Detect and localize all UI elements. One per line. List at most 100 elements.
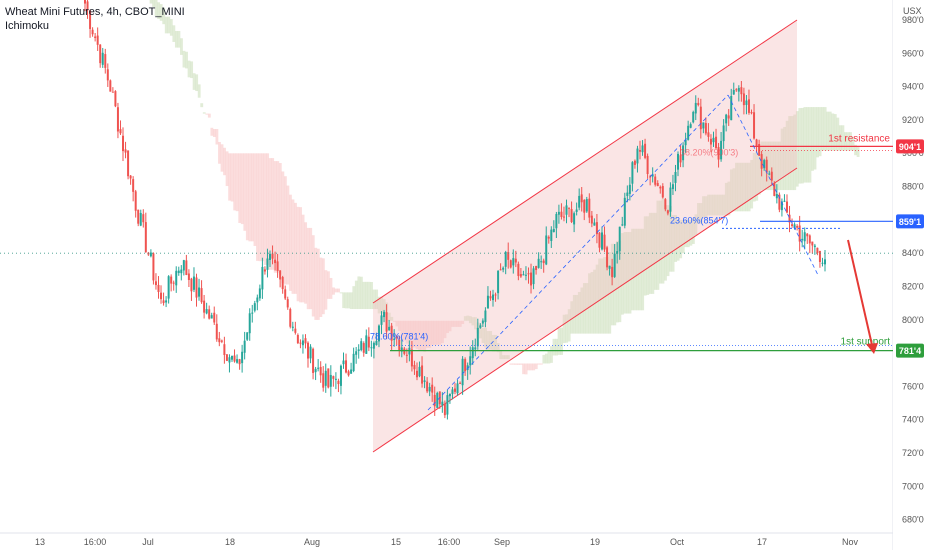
cloud-segment [423, 320, 427, 352]
cloud-segment [699, 203, 703, 224]
price-axis[interactable]: USX680'0700'0720'0740'0760'0780'0800'082… [893, 0, 932, 550]
resistance-label: 1st resistance [828, 133, 890, 144]
cloud-segment [742, 162, 746, 212]
candle-up [210, 315, 213, 319]
cloud-segment [370, 282, 373, 310]
candle-down [218, 338, 221, 343]
cloud-segment [342, 292, 346, 309]
cloud-segment [223, 147, 226, 176]
candle-up [236, 359, 239, 363]
candle-up [476, 327, 479, 347]
candle-up [167, 276, 170, 299]
cloud-segment [831, 113, 835, 151]
candle-up [352, 353, 355, 371]
candle-up [451, 389, 454, 394]
candle-up [722, 125, 725, 142]
cloud-segment [577, 291, 581, 334]
cloud-segment [519, 363, 523, 365]
cloud-segment [714, 194, 718, 216]
symbol-title[interactable]: Wheat Mini Futures, 4h, CBOT_MINI [5, 6, 185, 18]
candle-down [111, 91, 114, 93]
candle-down [659, 186, 662, 189]
candle-up [365, 335, 368, 354]
candle-down [347, 371, 350, 376]
cloud-segment [403, 320, 406, 341]
candle-down [697, 102, 700, 106]
candle-down [94, 36, 97, 38]
time-tick-label: 15 [391, 537, 401, 547]
cloud-segment [395, 320, 399, 327]
cloud-segment [365, 281, 368, 310]
cloud-segment [334, 288, 338, 293]
candle-down [274, 259, 277, 264]
cloud-segment [233, 153, 237, 211]
cloud-segment [149, 0, 153, 4]
cloud-segment [729, 169, 733, 212]
candle-up [555, 214, 558, 229]
candle-down [415, 370, 418, 378]
time-tick-label: Sep [494, 537, 510, 547]
cloud-segment [152, 0, 155, 7]
cloud-segment [418, 320, 422, 351]
candle-down [806, 233, 809, 237]
candle-up [578, 195, 581, 208]
cloud-segment [309, 227, 313, 310]
cloud-segment [633, 228, 637, 311]
cloud-segment [491, 334, 495, 352]
candle-up [461, 358, 464, 386]
cloud-segment [653, 212, 657, 290]
candles [84, 0, 826, 420]
cloud-segment [354, 280, 358, 310]
cloud-segment [712, 194, 716, 216]
cloud-segment [405, 320, 409, 344]
candle-up [783, 200, 786, 202]
cloud-segment [702, 196, 705, 217]
candle-up [600, 232, 603, 250]
cloud-segment [195, 74, 199, 92]
cloud-segment [567, 309, 571, 342]
cloud-segment [745, 162, 749, 212]
indicator-label[interactable]: Ichimoku [5, 20, 50, 32]
cloud-segment [846, 132, 850, 151]
candle-up [801, 238, 804, 241]
candle-down [459, 382, 462, 384]
candle-down [106, 69, 109, 81]
cloud-segment [709, 194, 713, 216]
cloud-segment [565, 314, 569, 343]
candle-up [228, 357, 231, 363]
candle-down [750, 112, 753, 114]
candle-down [84, 0, 86, 4]
resistance-price-tag: 904'1 [899, 142, 921, 152]
candle-down [385, 312, 388, 332]
cloud-segment [737, 162, 741, 212]
time-axis[interactable]: 13 16:00 Jul 18 Aug 15 16:00 Sep 19 Oct 17 Nov [35, 537, 859, 547]
cloud-segment [823, 107, 827, 151]
candle-up [192, 276, 195, 290]
time-tick-label: Aug [304, 537, 320, 547]
candle-down [715, 136, 718, 149]
cloud-segment [451, 320, 455, 327]
cloud-segment [484, 327, 487, 348]
price-tick-label: 680'0 [902, 515, 924, 525]
candle-down [798, 225, 801, 242]
candle-up [456, 383, 459, 394]
candle-down [727, 115, 730, 119]
cloud-segment [268, 158, 272, 270]
candle-up [669, 187, 672, 212]
candle-up [418, 366, 421, 377]
candle-down [395, 336, 398, 338]
cloud-segment [628, 232, 632, 314]
cloud-segment [676, 219, 680, 261]
candle-down [580, 194, 583, 203]
currency-label: USX [903, 6, 922, 16]
price-tick-label: 800'0 [902, 315, 924, 325]
candle-down [583, 199, 586, 213]
candle-down [109, 80, 112, 92]
candle-down [519, 274, 522, 277]
candle-up [329, 374, 332, 387]
candle-up [687, 125, 690, 140]
candle-down [86, 1, 89, 11]
cloud-segment [266, 153, 270, 265]
